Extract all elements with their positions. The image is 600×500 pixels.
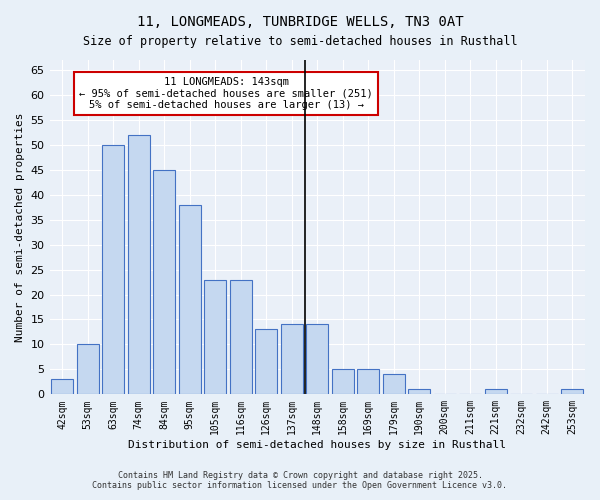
Text: 11, LONGMEADS, TUNBRIDGE WELLS, TN3 0AT: 11, LONGMEADS, TUNBRIDGE WELLS, TN3 0AT	[137, 15, 463, 29]
Bar	[256, 330, 277, 394]
Bar	[103, 145, 124, 394]
Bar	[358, 370, 379, 394]
Bar	[383, 374, 404, 394]
Text: Size of property relative to semi-detached houses in Rusthall: Size of property relative to semi-detach…	[83, 35, 517, 48]
Bar	[154, 170, 175, 394]
Bar	[307, 324, 328, 394]
Bar	[128, 135, 149, 394]
Bar	[485, 390, 506, 394]
Y-axis label: Number of semi-detached properties: Number of semi-detached properties	[15, 112, 25, 342]
Bar	[281, 324, 302, 394]
Bar	[179, 204, 200, 394]
Bar	[230, 280, 251, 394]
Bar	[409, 390, 430, 394]
X-axis label: Distribution of semi-detached houses by size in Rusthall: Distribution of semi-detached houses by …	[128, 440, 506, 450]
Bar	[332, 370, 353, 394]
Bar	[562, 390, 583, 394]
Bar	[205, 280, 226, 394]
Bar	[77, 344, 98, 395]
Bar	[52, 380, 73, 394]
Text: 11 LONGMEADS: 143sqm
← 95% of semi-detached houses are smaller (251)
5% of semi-: 11 LONGMEADS: 143sqm ← 95% of semi-detac…	[79, 76, 373, 110]
Text: Contains HM Land Registry data © Crown copyright and database right 2025.
Contai: Contains HM Land Registry data © Crown c…	[92, 470, 508, 490]
